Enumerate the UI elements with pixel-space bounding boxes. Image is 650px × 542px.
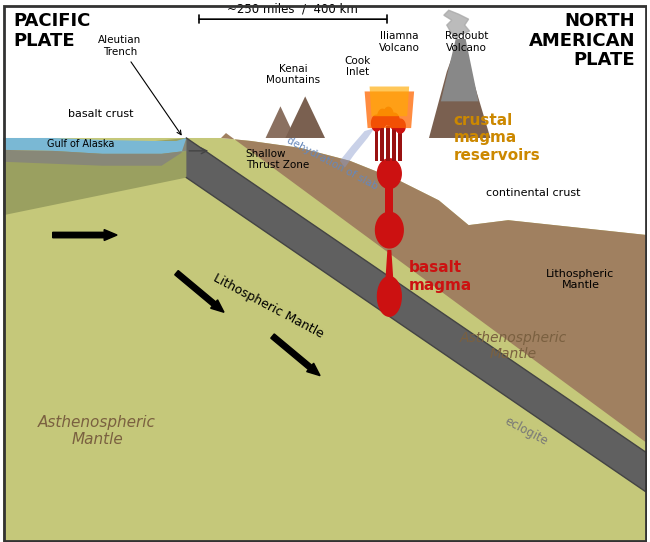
- Polygon shape: [378, 159, 401, 189]
- Text: Cook
Inlet: Cook Inlet: [344, 56, 370, 78]
- Bar: [386, 126, 391, 161]
- Text: ~250 miles  /  400 km: ~250 miles / 400 km: [227, 2, 358, 15]
- Polygon shape: [3, 138, 647, 493]
- Bar: [380, 126, 384, 161]
- Polygon shape: [441, 39, 478, 101]
- Polygon shape: [3, 5, 647, 542]
- Text: Asthenospheric
Mantle: Asthenospheric Mantle: [38, 415, 156, 447]
- Polygon shape: [376, 212, 403, 248]
- Polygon shape: [3, 5, 647, 235]
- Text: Iliamna
Volcano: Iliamna Volcano: [379, 31, 420, 53]
- Text: Asthenospheric
Mantle: Asthenospheric Mantle: [460, 331, 567, 361]
- Text: dehydration of slab: dehydration of slab: [285, 136, 379, 192]
- Polygon shape: [285, 96, 325, 138]
- FancyArrow shape: [53, 230, 117, 241]
- Text: continental crust: continental crust: [486, 189, 580, 198]
- Polygon shape: [3, 138, 187, 166]
- Polygon shape: [429, 39, 490, 138]
- Text: Lithospheric Mantle: Lithospheric Mantle: [211, 272, 326, 341]
- Polygon shape: [389, 113, 399, 129]
- Text: Aleutian
Trench: Aleutian Trench: [98, 35, 181, 134]
- Text: NORTH
AMERICAN
PLATE: NORTH AMERICAN PLATE: [528, 12, 635, 69]
- FancyArrow shape: [271, 334, 320, 376]
- Polygon shape: [384, 107, 393, 125]
- Polygon shape: [365, 92, 414, 128]
- Polygon shape: [221, 5, 647, 443]
- Text: Redoubt
Volcano: Redoubt Volcano: [445, 31, 488, 53]
- Polygon shape: [266, 106, 295, 138]
- Text: Kenai
Mountains: Kenai Mountains: [266, 64, 320, 86]
- Polygon shape: [385, 250, 393, 280]
- Polygon shape: [444, 10, 469, 39]
- Text: Gulf of Alaska: Gulf of Alaska: [47, 139, 114, 149]
- Polygon shape: [372, 115, 382, 131]
- Bar: [374, 126, 378, 161]
- Bar: [393, 126, 396, 161]
- Polygon shape: [385, 185, 393, 215]
- FancyArrow shape: [175, 270, 224, 312]
- Text: basalt
magma: basalt magma: [409, 260, 473, 293]
- Polygon shape: [187, 138, 647, 493]
- Polygon shape: [395, 119, 405, 133]
- Polygon shape: [3, 138, 187, 154]
- Bar: [398, 126, 402, 161]
- Polygon shape: [378, 109, 387, 127]
- Polygon shape: [370, 87, 409, 116]
- Text: basalt crust: basalt crust: [68, 109, 133, 119]
- Text: crustal
magma
reservoirs: crustal magma reservoirs: [454, 113, 541, 163]
- Text: eclogite: eclogite: [502, 414, 550, 448]
- Text: Shallow
Thrust Zone: Shallow Thrust Zone: [246, 149, 309, 171]
- Polygon shape: [378, 276, 401, 316]
- Polygon shape: [340, 128, 374, 167]
- Text: PACIFIC
PLATE: PACIFIC PLATE: [13, 12, 90, 50]
- Text: Lithospheric
Mantle: Lithospheric Mantle: [547, 269, 615, 291]
